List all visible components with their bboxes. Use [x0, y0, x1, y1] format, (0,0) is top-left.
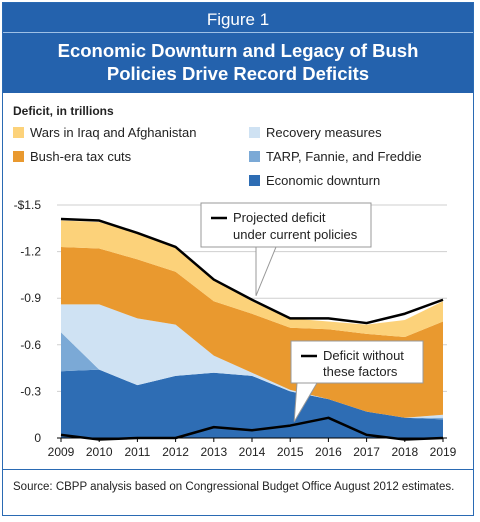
y-tick-label: 0 — [34, 431, 41, 445]
projected-callout-text-1: Projected deficit — [233, 210, 326, 225]
legend-label: Bush-era tax cuts — [30, 149, 132, 164]
legend-label: Economic downturn — [266, 173, 380, 188]
y-tick-label: -0.6 — [20, 338, 41, 352]
x-tick-label: 2012 — [162, 445, 189, 459]
projected-callout-text-2: under current policies — [233, 227, 358, 242]
x-tick-label: 2018 — [391, 445, 418, 459]
deficit-chart: Deficit, in trillions Wars in Iraq and Af… — [13, 104, 457, 459]
x-tick-label: 2015 — [277, 445, 304, 459]
without-callout-text-2: these factors — [323, 364, 398, 379]
without-callout-box — [290, 340, 424, 384]
legend-swatch — [249, 175, 260, 186]
x-tick-label: 2010 — [86, 445, 113, 459]
area-series-recovery-measures — [61, 304, 443, 418]
figure-frame: Figure 1 Economic Downturn and Legacy of… — [2, 2, 474, 516]
legend-swatch — [13, 151, 24, 162]
y-tick-label: -$1.5 — [14, 198, 42, 212]
title-line-2: Policies Drive Record Deficits — [106, 63, 370, 84]
deficit-without-line — [60, 416, 444, 441]
legend-label: Wars in Iraq and Afghanistan — [30, 125, 196, 140]
x-tick-label: 2014 — [239, 445, 266, 459]
area-series-economic-downturn — [61, 369, 443, 438]
figure-header: Figure 1 Economic Downturn and Legacy of… — [3, 3, 473, 93]
x-tick-label: 2016 — [315, 445, 342, 459]
x-tick-label: 2013 — [200, 445, 227, 459]
y-axis-label: Deficit, in trillions — [13, 104, 114, 118]
y-tick-label: -1.2 — [20, 245, 41, 259]
projected-deficit-line — [60, 217, 444, 325]
without-callout-text-1: Deficit without — [323, 348, 404, 363]
chart-area: Deficit, in trillions Wars in Iraq and Af… — [3, 93, 473, 471]
x-tick-label: 2017 — [353, 445, 380, 459]
source-note: Source: CBPP analysis based on Congressi… — [3, 469, 473, 515]
legend-label: TARP, Fannie, and Freddie — [266, 149, 422, 164]
projected-callout-pointer — [255, 246, 277, 296]
title-line-1: Economic Downturn and Legacy of Bush — [57, 40, 419, 61]
figure-title: Economic Downturn and Legacy of Bush Pol… — [3, 39, 473, 85]
legend-swatch — [249, 127, 260, 138]
legend-swatch — [249, 151, 260, 162]
x-tick-label: 2009 — [48, 445, 75, 459]
legend-swatch — [13, 127, 24, 138]
y-tick-label: -0.9 — [20, 291, 41, 305]
x-tick-label: 2011 — [124, 445, 150, 459]
y-tick-label: -0.3 — [20, 384, 41, 398]
figure-label: Figure 1 — [3, 3, 473, 33]
area-series-wars-in-iraq-and-afghanistan — [61, 220, 443, 338]
x-tick-label: 2019 — [430, 445, 457, 459]
projected-callout-box — [200, 202, 372, 248]
legend-label: Recovery measures — [266, 125, 382, 140]
